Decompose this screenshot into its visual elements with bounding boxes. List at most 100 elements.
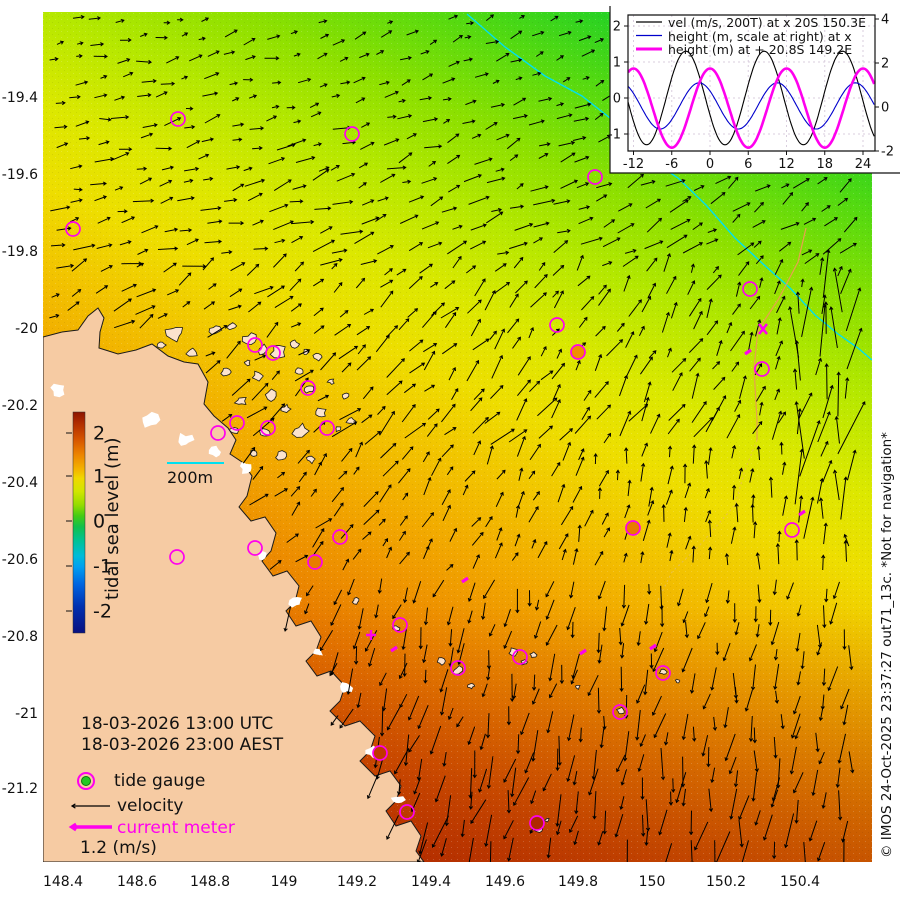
velocity-arrow [530, 292, 547, 308]
velocity-arrow [594, 381, 609, 398]
velocity-arrow [484, 411, 501, 424]
velocity-arrow [670, 301, 678, 319]
island [467, 682, 476, 690]
shallow-white-patch [239, 462, 252, 474]
velocity-arrow [795, 291, 801, 314]
velocity-arrow [778, 241, 792, 252]
velocity-arrow [537, 540, 548, 559]
velocity-arrow [780, 714, 785, 730]
velocity-arrow [49, 313, 60, 319]
velocity-arrow [229, 288, 243, 298]
velocity-arrow [640, 179, 656, 186]
velocity-arrow [290, 30, 298, 35]
velocity-arrow [383, 138, 400, 146]
velocity-arrow [447, 707, 454, 721]
island [228, 427, 239, 434]
velocity-arrow [484, 290, 496, 311]
velocity-arrow [545, 624, 558, 646]
velocity-arrow [447, 154, 461, 165]
velocity-arrow [811, 769, 819, 797]
velocity-arrow [733, 770, 739, 788]
velocity-arrow [358, 162, 369, 169]
velocity-arrow [223, 50, 236, 55]
velocity-arrow [314, 461, 322, 476]
tide-gauge-marker [625, 520, 641, 536]
colorbar-gradient [72, 411, 86, 634]
velocity-arrow [510, 767, 517, 798]
velocity-arrow [283, 606, 291, 632]
velocity-arrow [140, 132, 154, 139]
velocity-arrow [290, 486, 301, 497]
velocity-arrow [304, 603, 310, 615]
velocity-arrow [277, 471, 286, 479]
velocity-arrow [515, 734, 521, 755]
velocity-arrow [537, 397, 558, 417]
colorbar-tick-label: 1 [93, 466, 105, 488]
velocity-arrow [446, 563, 454, 571]
velocity-arrow [401, 79, 411, 86]
velocity-arrow [593, 452, 598, 465]
velocity-arrow [735, 281, 742, 297]
velocity-arrow [796, 671, 801, 686]
velocity-arrow [597, 831, 604, 846]
velocity-arrow [616, 322, 625, 332]
velocity-arrow [768, 609, 773, 627]
velocity-arrow [818, 751, 825, 765]
velocity-arrow [267, 285, 285, 298]
velocity-arrow [364, 630, 378, 652]
velocity-arrow [221, 250, 233, 255]
velocity-arrow [398, 152, 413, 164]
velocity-arrow [339, 408, 362, 421]
velocity-arrow [401, 403, 416, 423]
velocity-arrow [467, 610, 473, 624]
inset-right-tick-label: 0 [881, 101, 889, 116]
velocity-arrow [490, 385, 504, 399]
velocity-arrow [519, 15, 526, 19]
velocity-arrow [377, 196, 389, 202]
velocity-arrow [114, 319, 136, 329]
velocity-arrow [159, 179, 173, 187]
velocity-arrow [550, 15, 559, 22]
y-axis-tick-label: -19.4 [2, 90, 38, 106]
velocity-arrow [56, 40, 65, 45]
velocity-arrow [578, 205, 591, 210]
velocity-arrow [252, 146, 263, 151]
tide-gauge-marker [260, 420, 276, 436]
velocity-arrow [207, 50, 220, 57]
velocity-arrow [818, 705, 824, 722]
velocity-arrow [485, 122, 498, 130]
velocity-arrow [528, 326, 534, 339]
velocity-arrow [354, 231, 375, 245]
velocity-arrow [832, 267, 843, 313]
velocity-arrow [446, 466, 454, 476]
velocity-arrow [294, 369, 314, 382]
velocity-arrow [751, 772, 758, 802]
velocity-arrow [569, 581, 575, 599]
velocity-arrow [494, 328, 505, 350]
velocity-arrow [666, 275, 677, 294]
velocity-arrow [318, 19, 328, 24]
velocity-arrow [140, 32, 148, 37]
velocity-arrow [846, 327, 863, 370]
velocity-arrow [339, 708, 354, 729]
velocity-arrow [792, 178, 810, 189]
velocity-arrow [287, 138, 307, 147]
legend-label-speed-reference: 1.2 (m/s) [80, 838, 157, 858]
velocity-arrow [732, 303, 741, 315]
velocity-arrow [355, 277, 366, 289]
inset-series-1 [628, 82, 875, 130]
velocity-arrow [489, 841, 492, 862]
velocity-arrow [289, 199, 304, 204]
velocity-arrow [136, 288, 157, 298]
velocity-arrow [402, 587, 408, 604]
velocity-arrow [298, 349, 311, 356]
tide-gauge-marker [247, 337, 263, 353]
island [164, 326, 184, 343]
velocity-arrow [775, 355, 781, 370]
velocity-arrow [203, 176, 214, 181]
velocity-arrow [486, 211, 504, 224]
velocity-arrow [394, 748, 410, 775]
velocity-arrow [358, 182, 367, 189]
velocity-arrow [353, 466, 360, 475]
velocity-arrow [540, 370, 554, 381]
